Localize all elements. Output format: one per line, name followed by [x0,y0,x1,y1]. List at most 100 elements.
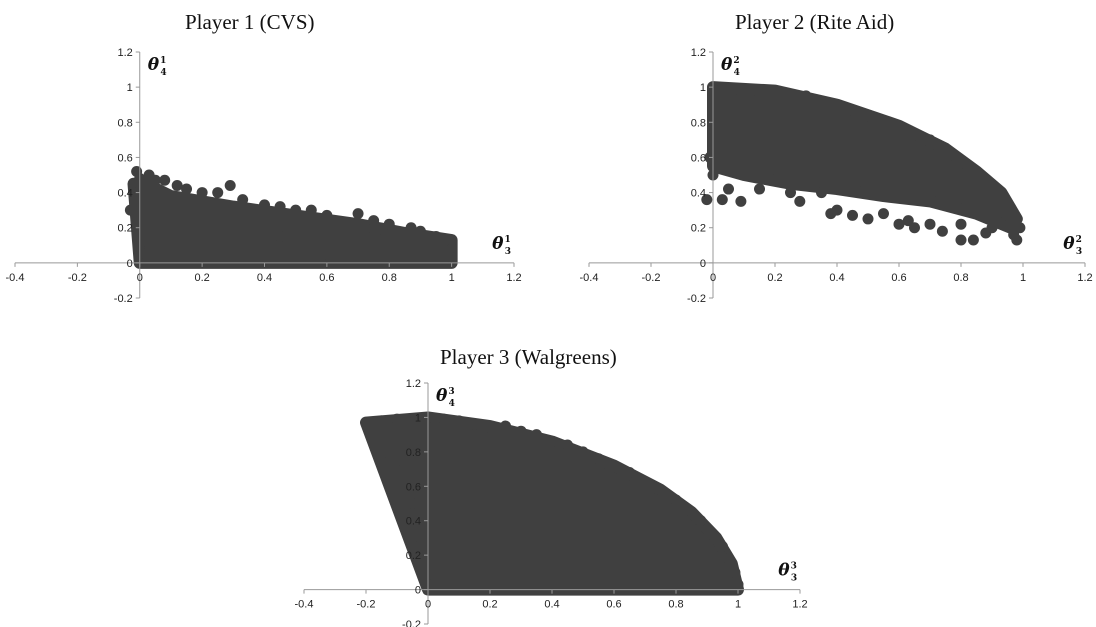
scatter-point [500,420,511,432]
x-tick-label: 1 [1020,272,1026,284]
scatter-point [723,553,735,565]
y-tick-label: 0.4 [406,516,421,528]
x-tick-label: 0 [710,272,716,284]
scatter-point [562,439,573,451]
scatter-point [909,222,920,234]
x-tick-label: -0.4 [295,599,314,611]
x-tick-label: 0.8 [668,599,683,611]
y-tick-label: 0.8 [117,117,132,129]
scatter-point [577,446,589,458]
scatter-point [453,415,465,427]
scatter-point [729,566,741,578]
scatter-point [446,252,458,264]
scatter-point [695,515,707,527]
x-tick-label: 0 [425,599,431,611]
x-tick-label: -0.4 [580,272,599,284]
scatter-point [967,234,979,246]
x-tick-label: 1.2 [1077,272,1092,284]
x-tick-label: 0.6 [891,272,906,284]
x-tick-label: 0.4 [257,272,272,284]
scatter-point [515,425,527,437]
scatter-point [305,204,317,216]
scatter-point [670,494,682,506]
scatter-chart-player-1: -0.4 -0.2 0 0.2 0.4 0.6 0.8 1 1.2 -0.2 0 0.2 0.4 0.6 0… [6,47,522,305]
scatter-point [995,218,1007,230]
x-tick-label: 0.2 [482,599,497,611]
y-tick-label: 0.6 [691,152,706,164]
x-axis-title: θ3 3 [778,561,797,584]
scatter-point [405,222,417,234]
y-tick-label: -0.2 [114,293,133,305]
scatter-point [391,454,403,466]
scatter-point [862,213,874,225]
scatter-point [701,194,713,206]
y-tick-label: 0.2 [691,223,706,235]
scatter-point [124,204,136,216]
scatter-point [577,580,589,592]
y-tick-label: 0.8 [406,447,421,459]
x-tick-label: 1 [735,599,741,611]
scatter-point [128,187,140,199]
x-tick-label: 0.2 [194,272,209,284]
x-tick-label: 0 [137,272,143,284]
scatter-point [785,187,796,199]
y-tick-label: 0.6 [406,481,421,493]
scatter-point [196,187,208,199]
scatter-point [986,222,998,234]
x-axis-title: θ1 3 [492,234,511,257]
scatter-point [723,183,734,195]
y-tick-label: 1 [700,82,706,94]
scatter-point [707,528,719,540]
scatter-point [800,90,812,102]
scatter-point [955,234,967,246]
scatter-point [469,418,480,430]
scatter-point [224,180,236,192]
x-tick-label: 1.2 [792,599,807,611]
scatter-point [847,209,858,221]
scatter-point [936,225,948,237]
y-tick-label: 0.4 [117,188,132,200]
scatter-point [655,484,666,496]
scatter-point [274,231,286,242]
scatter-point [831,204,843,216]
y-tick-label: 1 [127,82,133,94]
x-tick-label: 0.4 [829,272,844,284]
scatter-point [484,422,496,434]
chart-title-player-3: Player 3 (Walgreens) [440,345,617,369]
y-tick-label: 0.2 [406,550,421,562]
scatter-point [701,580,713,592]
scatter-point [159,174,171,186]
scatter-point [352,208,364,220]
x-tick-label: 0.6 [606,599,621,611]
y-tick-label: 0 [415,585,421,597]
scatter-point [438,413,449,425]
scatter-point [407,498,418,509]
x-tick-label: 1.2 [506,272,521,284]
x-tick-label: 1 [449,272,455,284]
scatter-point [1014,222,1026,234]
scatter-point [754,183,765,195]
scatter-point [531,429,542,441]
x-tick-label: 0.8 [953,272,968,284]
scatter-point [171,180,183,192]
scatter-point [878,208,889,220]
scatter-point [924,218,936,230]
chart-title-player-2: Player 2 (Rite Aid) [735,10,895,34]
scatter-point [259,199,270,211]
scatter-point [383,218,395,230]
x-tick-label: -0.2 [357,599,376,611]
scatter-point [290,204,302,216]
scatter-point [593,453,604,465]
y-tick-label: 1.2 [406,378,421,390]
scatter-point [816,187,827,199]
scatter-point [735,195,747,207]
scatter-point [955,218,967,230]
scatter-point [368,215,380,227]
y-tick-label: -0.2 [402,619,421,627]
y-tick-label: 0.2 [117,223,132,235]
scatter-point [546,436,558,448]
scatter-point [149,174,161,186]
scatter-point [414,225,426,237]
scatter-point [391,413,403,425]
scatter-point [686,506,697,518]
